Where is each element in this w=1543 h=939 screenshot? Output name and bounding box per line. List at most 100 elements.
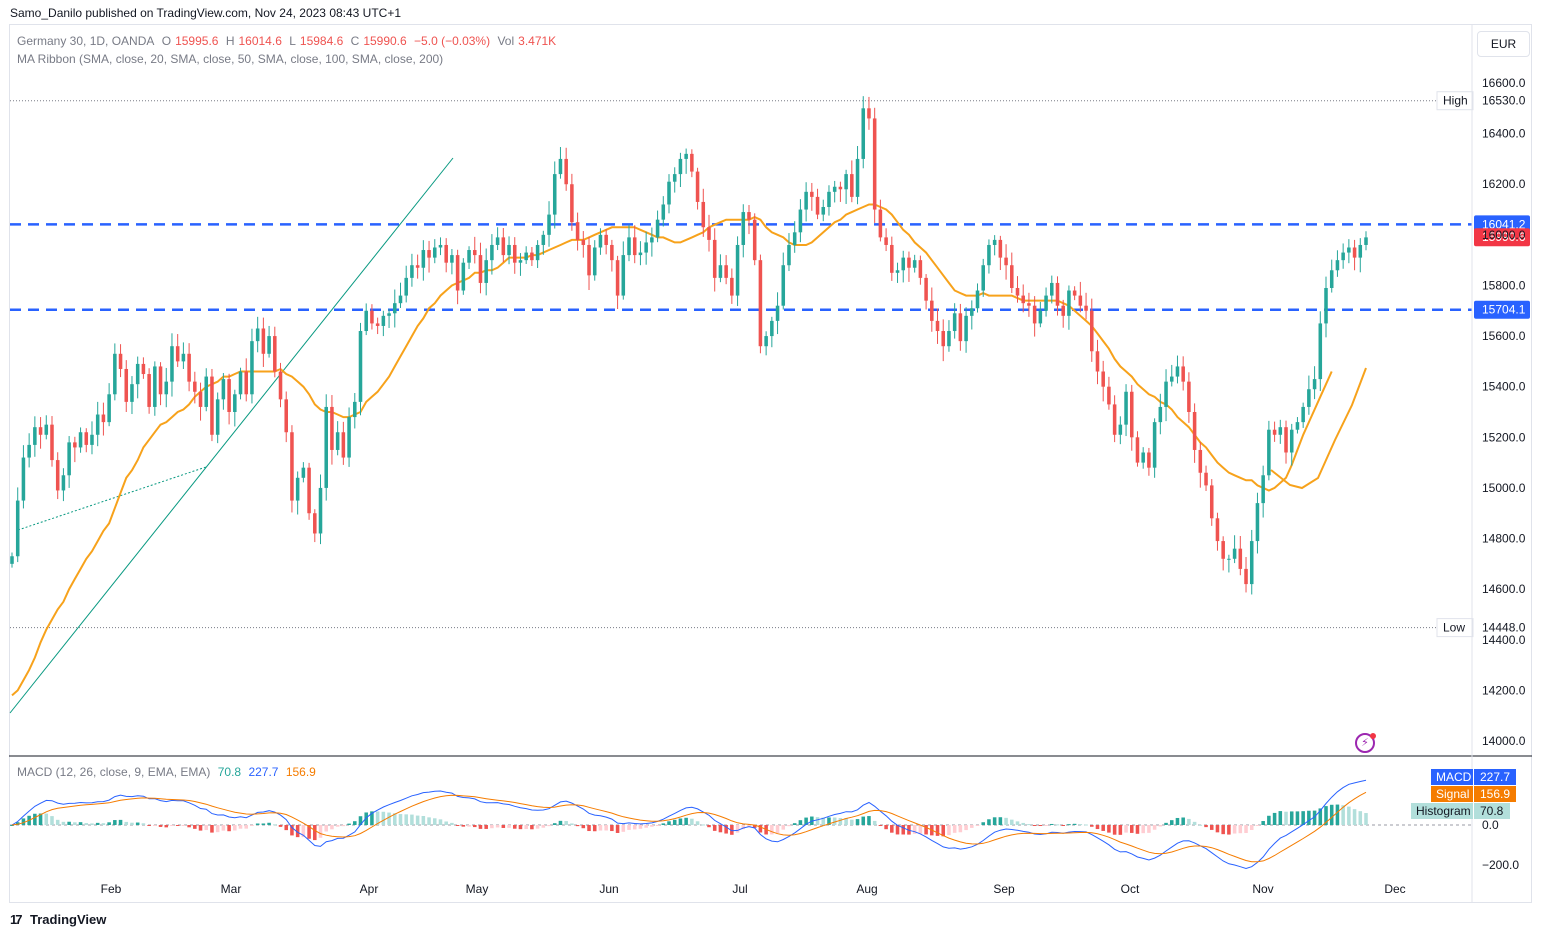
candle-body [450,255,454,263]
macd-hist-bar [1072,823,1077,825]
macd-hist-bar [718,825,723,833]
macd-hist-bar [124,821,129,825]
candle-body [461,262,466,291]
macd-hist-bar [1278,811,1283,825]
price-tick-label: 15800.0 [1482,278,1526,292]
macd-hist-bar [638,825,643,829]
low-label: L [289,34,296,48]
macd-hist-bar [1107,825,1111,833]
macd-hist-bar [650,825,654,827]
horizontal-levels: High 16530.0 Low 14448.0 16041.2 15704.1 15990… [10,91,1530,638]
candle-body [998,239,1003,258]
macd-hist-bar [935,825,940,836]
candle-body [872,118,877,210]
candle-body [615,260,620,296]
macd-hist-bar [861,816,866,825]
macd-hist-bar [1192,821,1197,825]
currency-button[interactable]: EUR [1477,31,1530,57]
candle-body [393,303,397,314]
candle-body [1187,381,1191,412]
close-value: 15990.6 [363,34,407,48]
candle-body [827,191,831,208]
candle-body [181,353,186,362]
candle-body [1324,287,1328,324]
candle-body [1124,391,1128,425]
macd-hist-bar [1175,817,1180,825]
candle-body [55,460,60,491]
macd-hist-bar [627,825,631,830]
macd-tick-label: 0.0 [1482,818,1499,832]
extreme-value: 14448.0 [1482,621,1526,635]
time-tick-label: Sep [993,882,1015,896]
macd-hist-bar [44,813,49,825]
candle-body [353,401,357,418]
candle-body [1272,429,1277,435]
macd-hist-bar [233,825,237,831]
candle-body [284,399,288,433]
candle-body [718,265,723,278]
macd-hist-bar [1284,811,1288,825]
macd-hist-bar [604,825,608,831]
macd-hist-bar [1232,825,1237,834]
macd-hist-bar [267,822,271,825]
candle-body [1072,290,1077,296]
candle-body [1232,548,1237,559]
macd-hist-bar [1141,825,1145,834]
macd-hist-bar [107,822,111,825]
macd-hist-bar [518,825,523,830]
candle-body [1318,323,1323,380]
candle-body [758,260,763,347]
candle-body [455,255,460,291]
macd-hist-bar [90,823,94,825]
candle-body [947,331,951,347]
macd-badge-value-box [1474,786,1516,802]
macd-hist-bar [432,818,437,825]
candle-body [95,414,100,435]
macd-hist-bar [158,825,163,827]
macd-hist-bar [707,825,711,828]
macd-hist-bar [947,825,951,836]
macd-hist-bar [632,825,637,830]
macd-badge-name: Histogram [1416,804,1471,818]
candle-body [238,371,243,395]
macd-hist-value: 70.8 [217,765,242,779]
price-tick-label: 14600.0 [1482,582,1526,596]
macd-hist-bar [278,825,283,827]
candle-body [924,277,928,301]
price-tick-label: 14400.0 [1482,633,1526,647]
candle-body [1061,305,1065,316]
macd-hist-bar [1169,820,1174,825]
macd-hist-bar [615,825,620,833]
macd-hist-bar [1095,825,1100,830]
macd-hist-bar [215,825,220,833]
macd-hist-bar [1061,825,1065,826]
candle-body [1249,541,1254,585]
candle-body [1301,406,1305,423]
candle-body [73,442,77,448]
macd-hist-bar [415,815,420,825]
macd-hist-bar [1301,811,1305,825]
candle-body [38,427,43,435]
candle-body [512,244,517,263]
macd-hist-bar [941,825,946,837]
macd-hist-bar [364,812,368,825]
macd-hist-bar [821,817,826,825]
symbol-legend: Germany 30, 1D, OANDA O 15995.6 H 16014.6 … [17,34,560,48]
candle-body [495,237,500,245]
candle-body [735,244,740,296]
price-tick-label: 14000.0 [1482,734,1526,748]
time-tick-label: Aug [856,882,877,896]
macd-hist-bar [832,817,837,825]
candle-body [547,214,551,235]
macd-hist-bar [512,825,517,829]
macd-hist-bar [67,821,71,825]
candle-body [987,244,991,266]
candle-body [558,158,563,175]
candle-body [747,212,751,220]
macd-hist-bar [427,817,431,825]
macd-hist-bar [975,825,980,826]
macd-hist-bar [244,825,249,829]
candle-body [130,384,134,402]
lightning-icon[interactable]: ⚡ [1355,733,1376,753]
